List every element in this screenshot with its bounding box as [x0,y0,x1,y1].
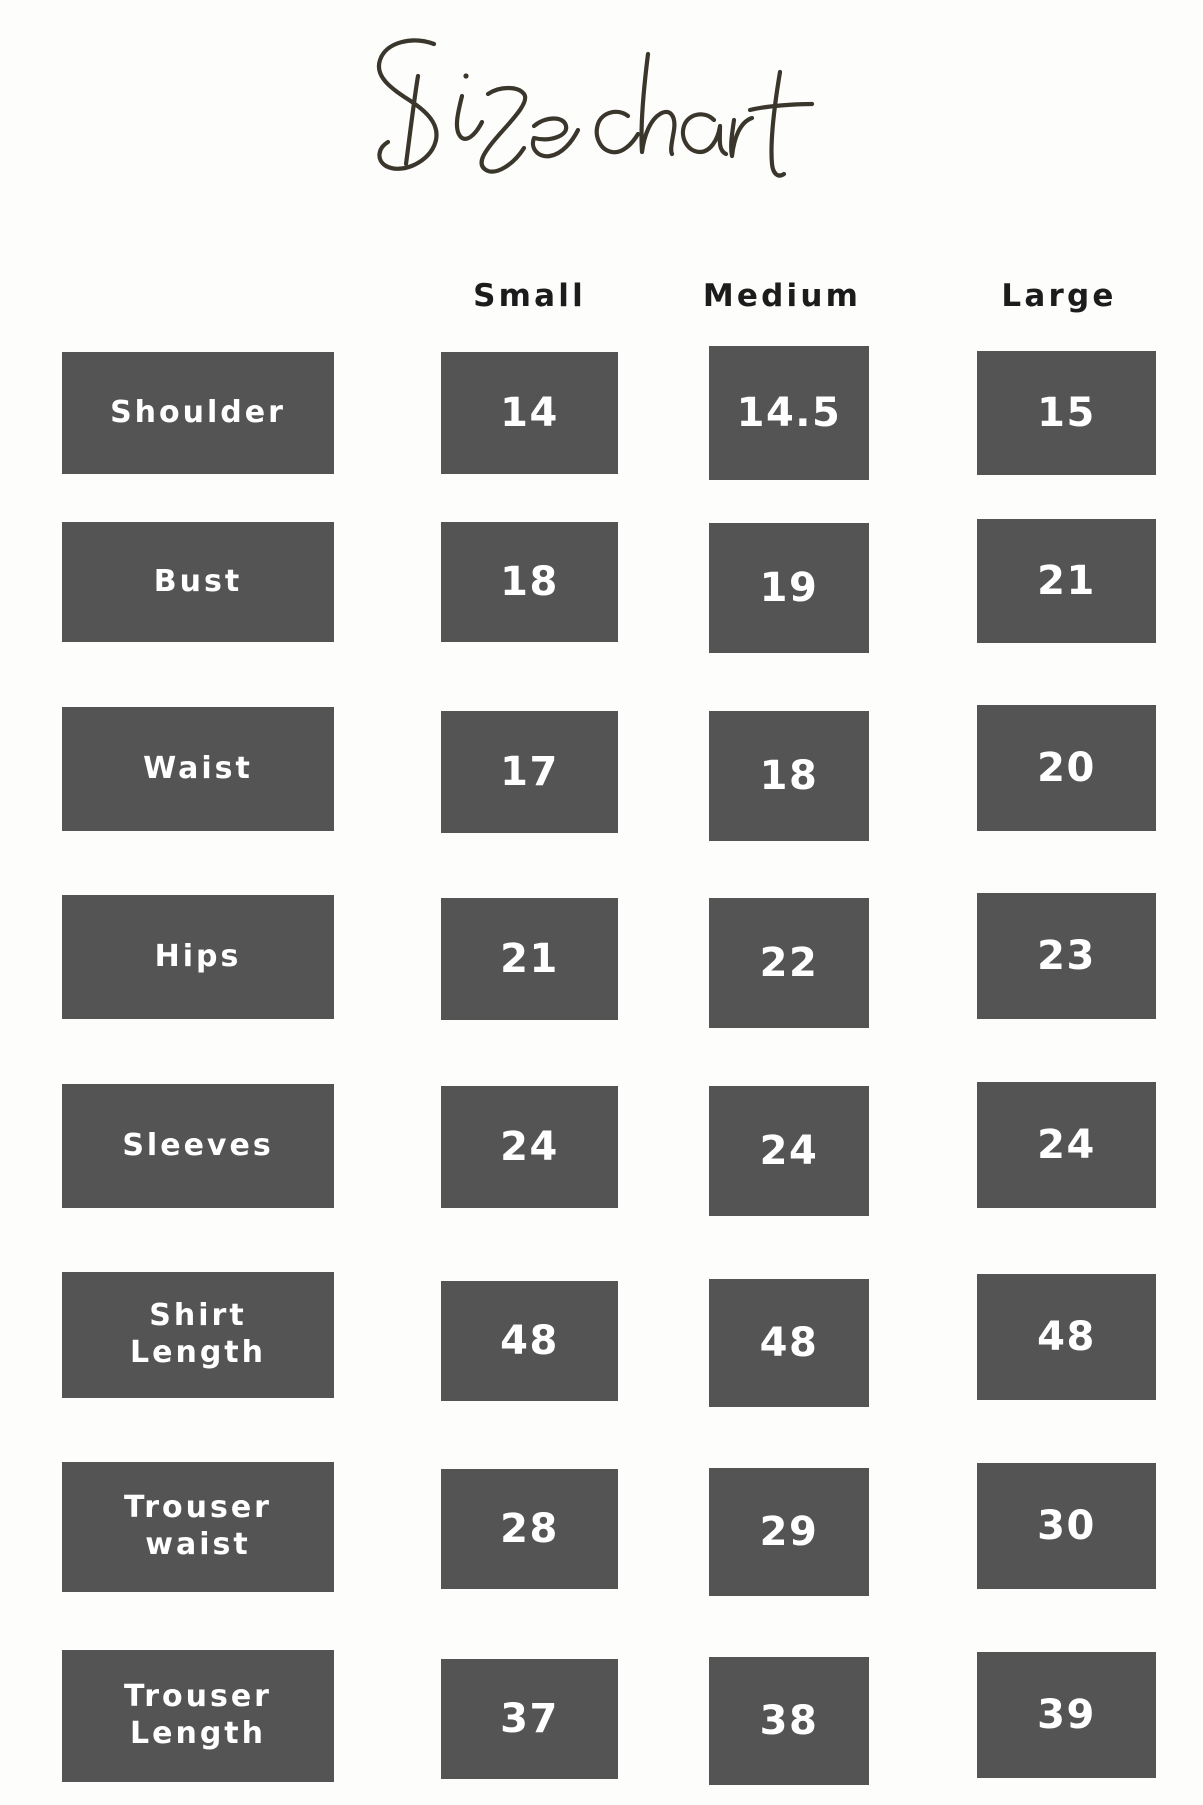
row-label-text: Bust [153,563,243,599]
value-cell-medium: 14.5 [709,346,869,480]
row-label-cell: Trouser waist [62,1462,334,1592]
value-cell-medium: 19 [709,523,869,653]
row-label-cell: Shoulder [62,352,334,474]
value-cell-small: 48 [441,1281,618,1401]
value-text: 29 [759,1509,819,1555]
value-cell-large: 30 [977,1463,1156,1589]
value-cell-medium: 38 [709,1657,869,1785]
row-label-text: Sleeves [122,1127,274,1163]
value-cell-small: 28 [441,1469,618,1589]
row-label-cell: Hips [62,895,334,1019]
value-cell-medium: 22 [709,898,869,1028]
value-cell-large: 20 [977,705,1156,831]
row-label-text: Waist [143,750,253,786]
row-label-text: Shoulder [110,394,286,430]
row-label-text: Trouser Length [124,1679,272,1751]
row-label-cell: Sleeves [62,1084,334,1208]
value-cell-large: 23 [977,893,1156,1019]
value-text: 48 [500,1318,559,1364]
title-script-artwork [376,38,814,178]
value-text: 23 [1037,933,1096,979]
value-text: 22 [759,940,819,986]
value-cell-small: 18 [441,522,618,642]
value-text: 28 [500,1506,559,1552]
value-text: 14.5 [736,390,842,436]
row-label-cell: Bust [62,522,334,642]
row-label-text: Trouser waist [124,1490,272,1562]
value-text: 20 [1037,745,1096,791]
value-text: 48 [759,1320,819,1366]
value-text: 18 [500,559,559,605]
value-text: 21 [500,936,559,982]
value-text: 37 [500,1696,559,1742]
value-cell-medium: 29 [709,1468,869,1596]
value-text: 48 [1037,1314,1096,1360]
value-cell-large: 24 [977,1082,1156,1208]
column-header-medium: Medium [702,278,862,314]
value-text: 18 [759,753,819,799]
value-text: 14 [500,390,559,436]
column-header-row: Small Medium Large [0,272,1203,320]
value-text: 21 [1037,558,1096,604]
value-text: 15 [1037,390,1096,436]
row-label-cell: Trouser Length [62,1650,334,1782]
column-header-small: Small [473,278,586,314]
value-text: 24 [500,1124,559,1170]
value-cell-small: 21 [441,898,618,1020]
value-cell-large: 21 [977,519,1156,643]
row-label-cell: Waist [62,707,334,831]
value-text: 39 [1037,1692,1096,1738]
value-cell-medium: 18 [709,711,869,841]
value-cell-small: 37 [441,1659,618,1779]
value-cell-large: 39 [977,1652,1156,1778]
value-cell-small: 24 [441,1086,618,1208]
value-text: 30 [1037,1503,1096,1549]
value-text: 17 [500,749,559,795]
value-text: 38 [759,1698,819,1744]
value-cell-medium: 48 [709,1279,869,1407]
value-cell-small: 14 [441,352,618,474]
value-cell-large: 48 [977,1274,1156,1400]
value-cell-small: 17 [441,711,618,833]
row-label-text: Hips [154,938,242,974]
value-text: 24 [759,1128,819,1174]
value-text: 24 [1037,1122,1096,1168]
value-text: 19 [759,565,819,611]
value-cell-large: 15 [977,351,1156,475]
column-header-large: Large [1001,278,1117,314]
page-title [0,14,1203,204]
row-label-cell: Shirt Length [62,1272,334,1398]
value-cell-medium: 24 [709,1086,869,1216]
row-label-text: Shirt Length [130,1298,266,1370]
